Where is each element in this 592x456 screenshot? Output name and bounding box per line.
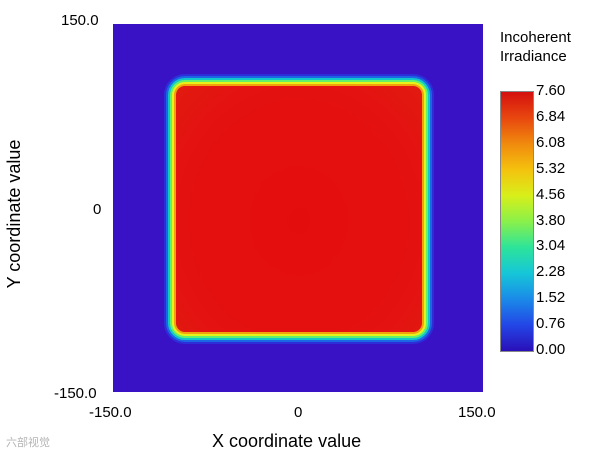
y-tick-label-middle: 0 — [93, 201, 102, 218]
colorbar-gradient — [500, 91, 534, 352]
colorbar-tick-label: 6.84 — [536, 107, 566, 125]
y-axis-title: Y coordinate value — [4, 139, 24, 289]
colorbar-tick-label: 6.08 — [536, 133, 566, 151]
colorbar-tick-label: 5.32 — [536, 159, 566, 177]
colorbar-tick-label: 0.76 — [536, 315, 566, 333]
colorbar-tick-label: 0.00 — [536, 341, 566, 358]
x-tick-label-right: 150.0 — [458, 404, 496, 421]
colorbar-tick-label: 4.56 — [536, 185, 566, 203]
colorbar-tick-label: 2.28 — [536, 263, 566, 281]
heatmap-plot-area — [113, 24, 483, 392]
x-tick-label-left: -150.0 — [89, 404, 132, 421]
colorbar-tick-label: 7.60 — [536, 82, 566, 99]
x-axis-title: X coordinate value — [212, 431, 362, 451]
colorbar-tick-label: 3.04 — [536, 237, 566, 255]
watermark-text: 六部视觉 — [6, 437, 50, 449]
y-tick-label-top: 150.0 — [61, 12, 99, 29]
irradiance-hot-region — [176, 86, 422, 332]
colorbar-title-line-1: Incoherent — [500, 29, 571, 46]
colorbar-tick-label: 3.80 — [536, 211, 566, 229]
colorbar-title: Incoherent Irradiance — [500, 28, 571, 66]
colorbar-tick-label: 1.52 — [536, 289, 566, 307]
y-tick-label-bottom: -150.0 — [54, 385, 97, 402]
x-tick-label-middle: 0 — [294, 404, 303, 421]
colorbar-title-line-2: Irradiance — [500, 48, 567, 65]
